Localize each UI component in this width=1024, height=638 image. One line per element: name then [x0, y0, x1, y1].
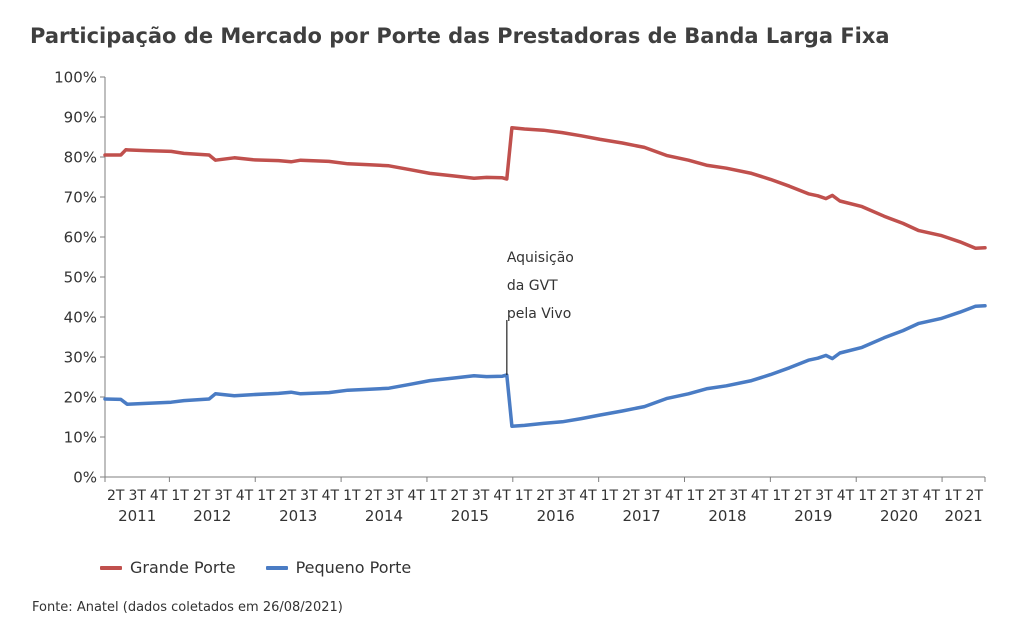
y-tick-label: 30% — [64, 349, 97, 367]
x-tick-label-quarter: 2T — [107, 488, 125, 504]
x-tick-label-quarter: 3T — [901, 488, 919, 504]
series-line-grande-porte — [103, 126, 987, 250]
x-tick-label-year: 2011 — [118, 507, 156, 525]
annotation-text-line: pela Vivo — [507, 306, 571, 322]
x-tick-label-quarter: 4T — [322, 488, 340, 504]
x-tick-label-year: 2015 — [451, 507, 489, 525]
x-tick-label-year: 2021 — [944, 507, 982, 525]
x-tick-label-quarter: 1T — [687, 488, 705, 504]
y-tick-label: 100% — [54, 69, 97, 87]
x-tick-label-quarter: 4T — [665, 488, 683, 504]
x-tick-label-quarter: 3T — [815, 488, 833, 504]
annotation-text-line: da GVT — [507, 278, 558, 294]
x-tick-label-quarter: 4T — [837, 488, 855, 504]
annotation-text-line: Aquisição — [507, 250, 574, 266]
x-tick-label-year: 2017 — [622, 507, 660, 525]
x-tick-label-year: 2012 — [193, 507, 231, 525]
x-tick-label-quarter: 4T — [923, 488, 941, 504]
y-tick-label: 20% — [64, 389, 97, 407]
x-tick-label-year: 2019 — [794, 507, 832, 525]
x-tick-label-quarter: 3T — [128, 488, 146, 504]
series-line-pequeno-porte — [103, 304, 987, 428]
y-tick-label: 40% — [64, 309, 97, 327]
x-tick-label-quarter: 3T — [214, 488, 232, 504]
y-tick-label: 60% — [64, 229, 97, 247]
x-tick-label-quarter: 3T — [644, 488, 662, 504]
legend-swatch-grande-porte — [100, 565, 122, 570]
x-tick-label-quarter: 3T — [472, 488, 490, 504]
x-tick-label-quarter: 1T — [601, 488, 619, 504]
x-tick-label-quarter: 2T — [279, 488, 297, 504]
x-tick-label-quarter: 4T — [751, 488, 769, 504]
legend-item-grande-porte: Grande Porte — [100, 558, 236, 577]
legend-swatch-pequeno-porte — [265, 565, 288, 570]
x-tick-label-quarter: 4T — [236, 488, 254, 504]
x-tick-label-year: 2020 — [880, 507, 918, 525]
x-tick-label-quarter: 2T — [880, 488, 898, 504]
y-tick-label: 70% — [64, 189, 97, 207]
x-tick-label-quarter: 4T — [493, 488, 511, 504]
source-note: Fonte: Anatel (dados coletados em 26/08/… — [32, 600, 343, 615]
y-tick-label: 0% — [73, 469, 97, 487]
y-tick-label: 80% — [64, 149, 97, 167]
x-tick-label-quarter: 3T — [386, 488, 404, 504]
y-tick-label: 90% — [64, 109, 97, 127]
y-tick-label: 10% — [64, 429, 97, 447]
x-tick-label-quarter: 1T — [515, 488, 533, 504]
x-tick-label-quarter: 3T — [300, 488, 318, 504]
x-tick-label-year: 2016 — [537, 507, 575, 525]
x-tick-label-quarter: 2T — [966, 488, 984, 504]
x-tick-label-quarter: 1T — [429, 488, 447, 504]
x-tick-label-quarter: 2T — [622, 488, 640, 504]
x-tick-label-quarter: 2T — [708, 488, 726, 504]
legend-item-pequeno-porte: Pequeno Porte — [265, 558, 412, 577]
x-tick-label-quarter: 1T — [858, 488, 876, 504]
x-tick-label-quarter: 2T — [450, 488, 468, 504]
x-tick-label-quarter: 2T — [365, 488, 383, 504]
x-tick-label-quarter: 4T — [407, 488, 425, 504]
y-tick-label: 50% — [64, 269, 97, 287]
x-tick-label-quarter: 2T — [193, 488, 211, 504]
x-tick-label-quarter: 3T — [558, 488, 576, 504]
x-tick-label-quarter: 4T — [579, 488, 597, 504]
x-tick-label-quarter: 1T — [772, 488, 790, 504]
x-tick-label-quarter: 1T — [343, 488, 361, 504]
x-tick-label-quarter: 3T — [729, 488, 747, 504]
x-tick-label-quarter: 2T — [794, 488, 812, 504]
x-tick-label-quarter: 1T — [257, 488, 275, 504]
x-tick-label-quarter: 4T — [150, 488, 168, 504]
x-tick-label-quarter: 1T — [944, 488, 962, 504]
x-tick-label-quarter: 1T — [171, 488, 189, 504]
chart-title: Participação de Mercado por Porte das Pr… — [30, 24, 890, 48]
chart-legend: Grande Porte Pequeno Porte — [100, 558, 411, 577]
x-tick-label-year: 2014 — [365, 507, 403, 525]
x-tick-label-year: 2018 — [708, 507, 746, 525]
x-tick-label-year: 2013 — [279, 507, 317, 525]
legend-label-grande-porte: Grande Porte — [130, 558, 236, 577]
x-tick-label-quarter: 2T — [536, 488, 554, 504]
legend-label-pequeno-porte: Pequeno Porte — [295, 558, 412, 577]
